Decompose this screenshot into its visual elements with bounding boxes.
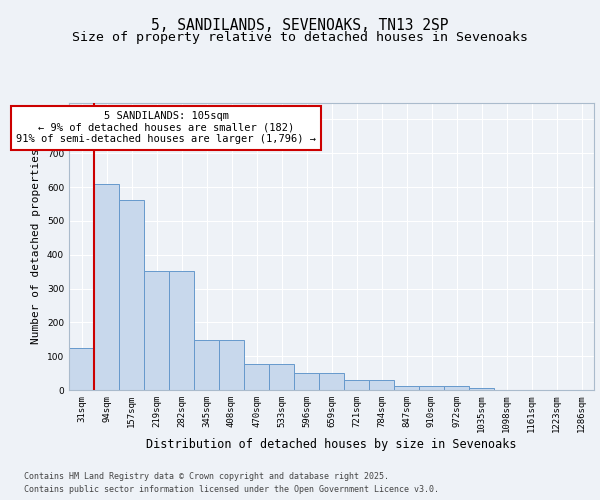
Bar	[194, 340, 219, 390]
Bar	[169, 270, 194, 390]
Bar	[144, 270, 169, 390]
Bar	[344, 380, 369, 390]
Bar	[369, 380, 394, 390]
Bar	[269, 364, 294, 390]
Bar	[394, 386, 419, 390]
Bar	[319, 373, 344, 390]
Bar	[444, 386, 469, 390]
Text: 5, SANDILANDS, SEVENOAKS, TN13 2SP: 5, SANDILANDS, SEVENOAKS, TN13 2SP	[151, 18, 449, 32]
Text: Contains HM Land Registry data © Crown copyright and database right 2025.: Contains HM Land Registry data © Crown c…	[24, 472, 389, 481]
Bar	[119, 200, 144, 390]
Bar	[94, 184, 119, 390]
Bar	[419, 386, 444, 390]
Text: 5 SANDILANDS: 105sqm
← 9% of detached houses are smaller (182)
91% of semi-detac: 5 SANDILANDS: 105sqm ← 9% of detached ho…	[16, 111, 316, 144]
Bar	[469, 388, 494, 390]
Text: Contains public sector information licensed under the Open Government Licence v3: Contains public sector information licen…	[24, 485, 439, 494]
Bar	[244, 364, 269, 390]
X-axis label: Distribution of detached houses by size in Sevenoaks: Distribution of detached houses by size …	[146, 438, 517, 451]
Y-axis label: Number of detached properties: Number of detached properties	[31, 148, 41, 344]
Bar	[69, 348, 94, 390]
Bar	[219, 340, 244, 390]
Text: Size of property relative to detached houses in Sevenoaks: Size of property relative to detached ho…	[72, 31, 528, 44]
Bar	[294, 373, 319, 390]
